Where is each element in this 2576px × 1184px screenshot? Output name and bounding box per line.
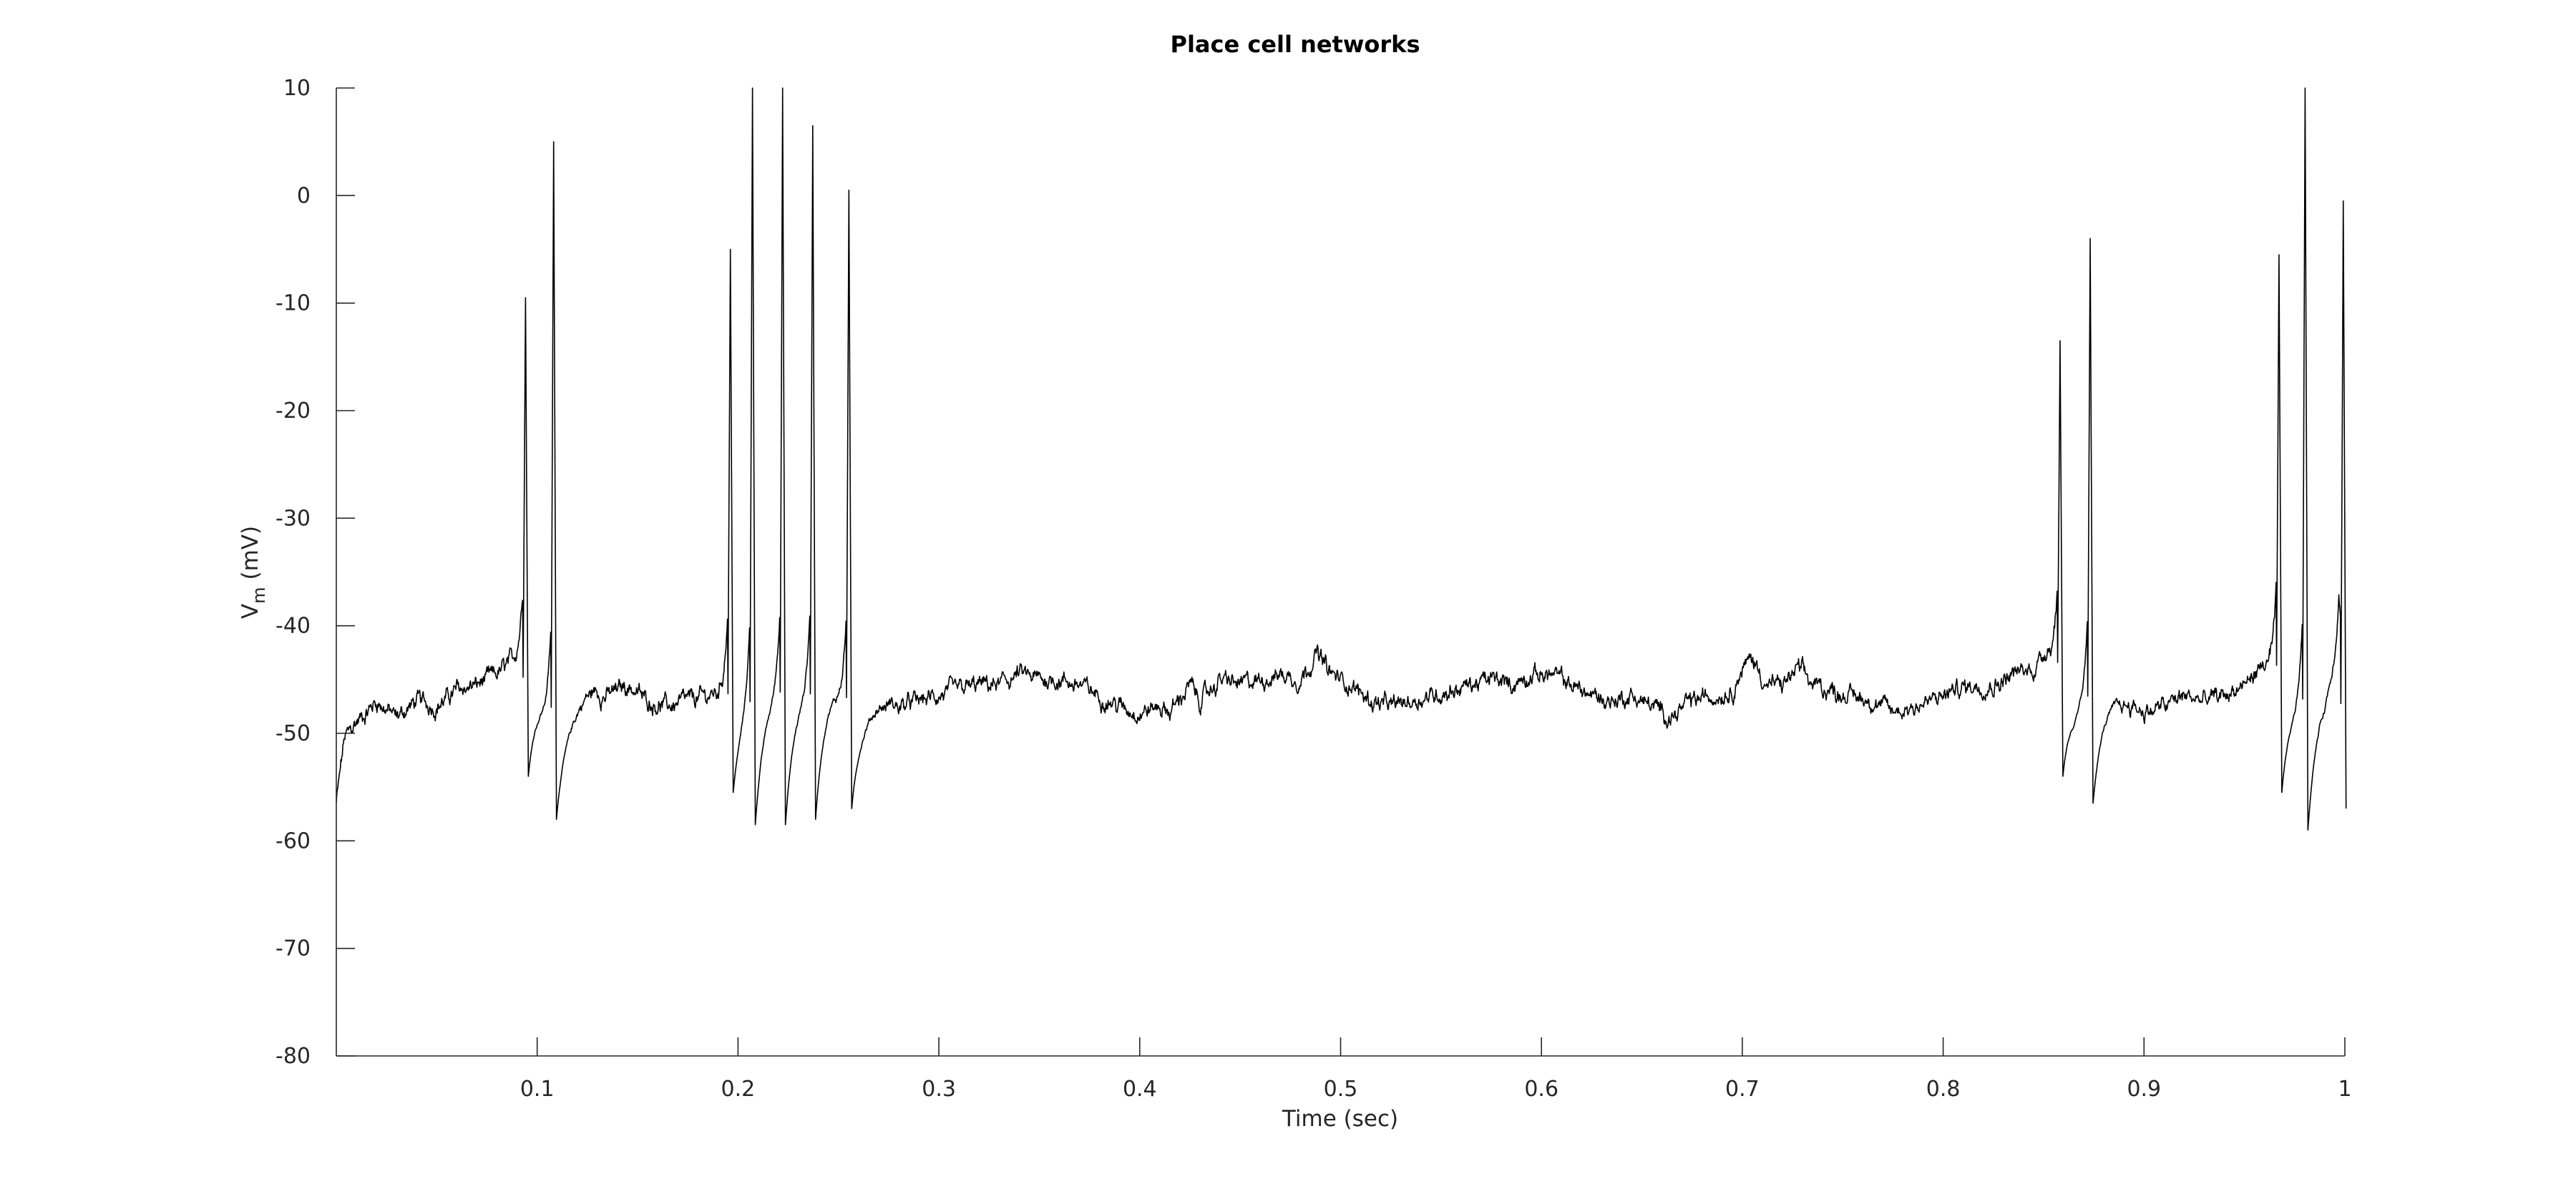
x-axis-ticks: 0.1 0.2 0.3 0.4 0.5 0.6 0.7 0.8 0.9 1 <box>520 1037 2352 1102</box>
x-tick-label: 0.1 <box>520 1077 555 1102</box>
y-axis-label: Vm (mV) <box>238 526 269 619</box>
x-tick-label: 0.9 <box>2127 1077 2161 1102</box>
plot-area <box>336 87 2347 831</box>
y-tick-label: -40 <box>275 614 311 639</box>
x-tick-label: 0.8 <box>1926 1077 1961 1102</box>
chart-title: Place cell networks <box>1170 31 1420 58</box>
x-axis-label: Time (sec) <box>1282 1106 1398 1132</box>
x-tick-label: 0.7 <box>1725 1077 1760 1102</box>
y-axis-label-unit: (mV) <box>238 526 263 580</box>
x-tick-label: 1 <box>2338 1077 2351 1102</box>
y-axis-ticks: 10 0 -10 -20 -30 -40 -50 -60 -70 -80 <box>275 76 355 1069</box>
y-axis-label-subscript: m <box>249 587 269 603</box>
y-axis-label-main: V <box>238 604 263 619</box>
x-tick-label: 0.4 <box>1123 1077 1157 1102</box>
y-tick-label: -50 <box>275 721 311 746</box>
y-tick-label: 10 <box>283 76 311 101</box>
y-tick-label: -70 <box>275 936 311 962</box>
x-tick-label: 0.6 <box>1524 1077 1558 1102</box>
voltage-trace-line <box>336 87 2347 831</box>
y-tick-label: -60 <box>275 828 311 853</box>
x-tick-label: 0.2 <box>721 1077 756 1102</box>
y-tick-label: -20 <box>275 398 311 424</box>
y-tick-label: 0 <box>297 183 311 208</box>
x-tick-label: 0.5 <box>1324 1077 1358 1102</box>
y-tick-label: -10 <box>275 291 311 316</box>
y-tick-label: -30 <box>275 506 311 531</box>
x-tick-label: 0.3 <box>922 1077 956 1102</box>
y-tick-label: -80 <box>275 1044 311 1069</box>
